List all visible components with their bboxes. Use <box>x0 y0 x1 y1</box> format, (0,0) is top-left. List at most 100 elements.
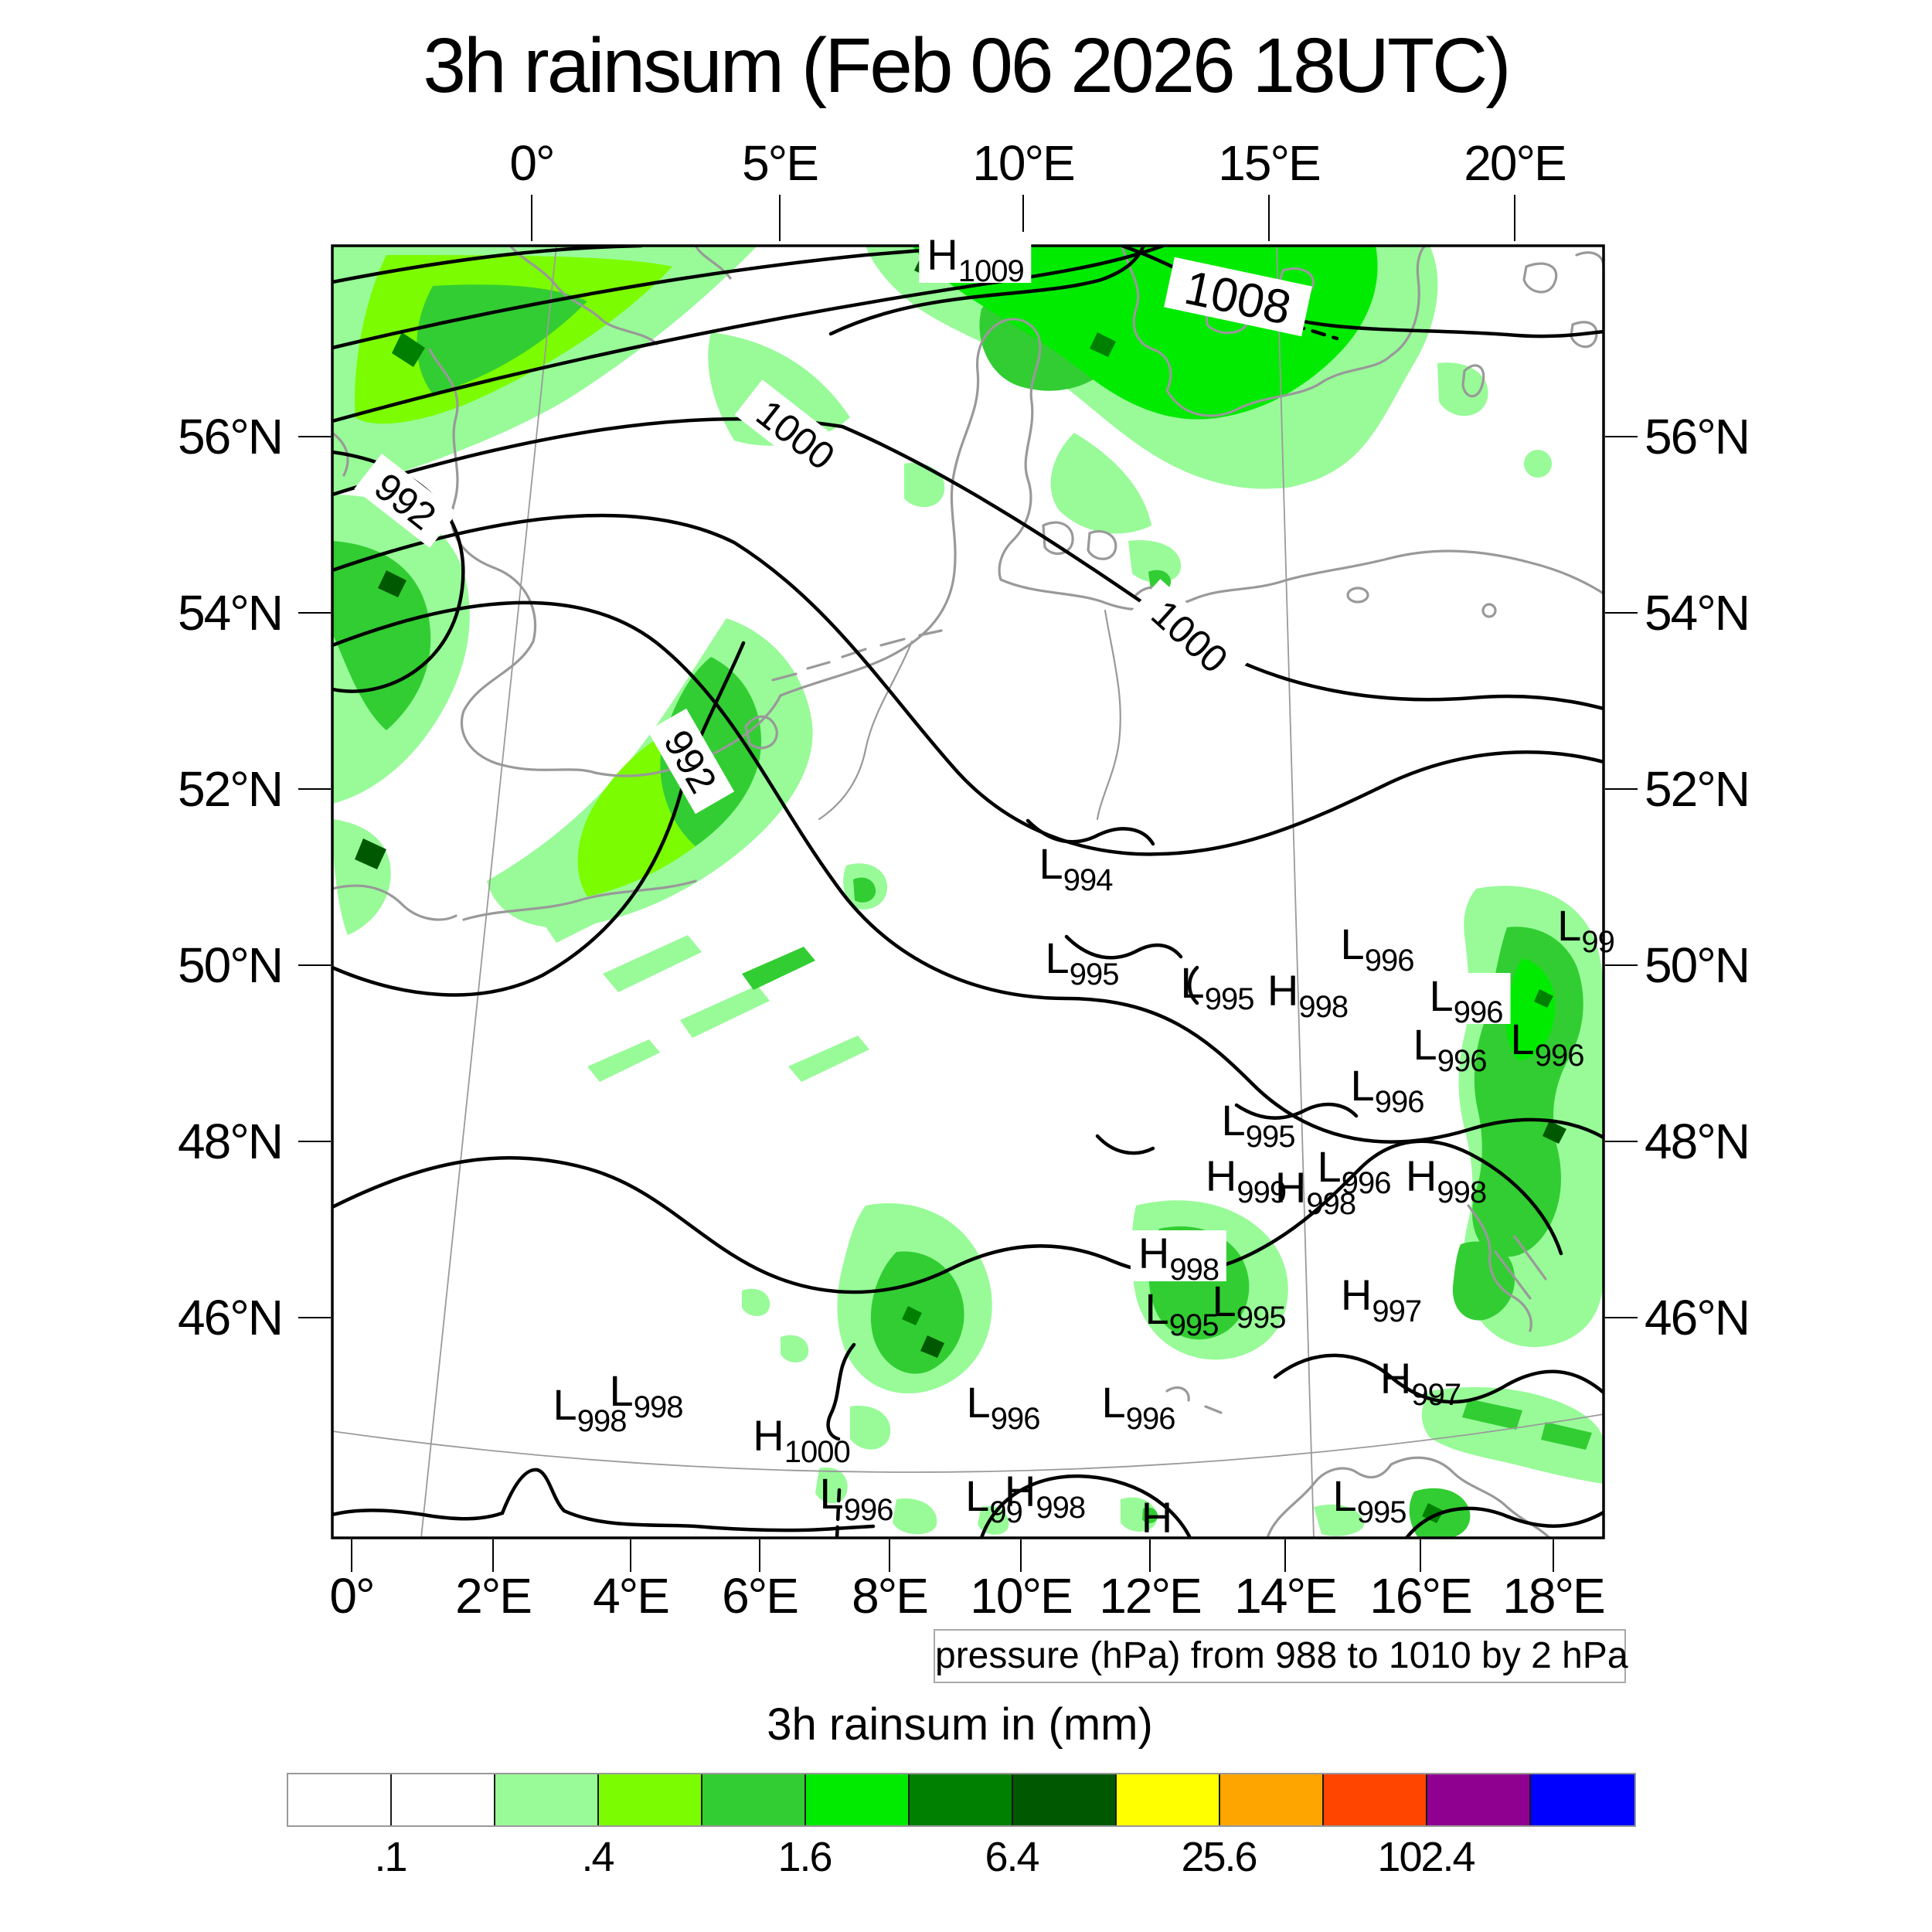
colorbar-cell <box>1117 1774 1220 1825</box>
axis-tick-top <box>1514 195 1515 241</box>
axis-tick-bottom <box>1420 1539 1421 1572</box>
axis-label-left: 48°N <box>178 1114 284 1169</box>
colorbar-cell <box>288 1774 392 1825</box>
pressure-center-label: H997 <box>1340 1270 1422 1328</box>
colorbar-tick-label: 25.6 <box>1181 1834 1257 1880</box>
axis-label-bottom: 18°E <box>1502 1568 1605 1624</box>
axis-label-right: 56°N <box>1645 409 1750 464</box>
pressure-center-label: H998 <box>1274 1163 1356 1221</box>
colorbar <box>287 1773 1636 1827</box>
colorbar-cell <box>392 1774 495 1825</box>
axis-tick-bottom <box>492 1539 494 1572</box>
colorbar-tick-label: 102.4 <box>1377 1834 1475 1880</box>
pressure-center-label: L99 <box>965 1471 1023 1529</box>
axis-tick-top <box>1022 195 1024 241</box>
axis-label-bottom: 16°E <box>1369 1568 1472 1624</box>
axis-label-right: 54°N <box>1645 585 1750 641</box>
axis-label-bottom: 10°E <box>970 1568 1073 1624</box>
pressure-legend-box: pressure (hPa) from 988 to 1010 by 2 hPa <box>934 1629 1628 1683</box>
pressure-center-label: L996 <box>1421 973 1511 1028</box>
pressure-center-label: H1009 <box>919 232 1032 287</box>
rain-field-layer <box>332 246 1604 1538</box>
axis-label-top: 20°E <box>1464 135 1566 191</box>
axis-label-left: 46°N <box>178 1290 284 1345</box>
pressure-center-label: H <box>1141 1493 1173 1542</box>
axis-tick-right <box>1605 436 1638 437</box>
colorbar-tick-label: 1.6 <box>777 1834 832 1880</box>
axis-tick-left <box>298 1317 331 1318</box>
pressure-center-label: H998 <box>1130 1230 1227 1285</box>
colorbar-tick-label: 6.4 <box>985 1834 1039 1880</box>
colorbar-cell <box>1531 1774 1634 1825</box>
parallel-line <box>332 1413 1604 1473</box>
pressure-center-label: L996 <box>1413 1020 1488 1078</box>
pressure-center-label: L994 <box>1039 839 1114 897</box>
axis-tick-right <box>1605 1317 1638 1318</box>
axis-tick-bottom <box>630 1539 631 1572</box>
pressure-center-label: L996 <box>1340 920 1415 978</box>
page-title: 3h rainsum (Feb 06 2026 18UTC) <box>423 22 1511 109</box>
meridian-line <box>1276 246 1315 1538</box>
axis-label-left: 50°N <box>178 937 284 993</box>
pressure-center-label: H999 <box>1205 1151 1287 1209</box>
pressure-center-label: H998 <box>1405 1151 1487 1209</box>
axis-label-top: 5°E <box>742 135 819 191</box>
colorbar-cell <box>599 1774 702 1825</box>
axis-label-top: 15°E <box>1218 135 1321 191</box>
axis-label-right: 50°N <box>1645 937 1750 993</box>
meridian-line <box>420 246 557 1538</box>
colorbar-cell <box>1013 1774 1117 1825</box>
axis-tick-top <box>1268 195 1270 241</box>
axis-tick-top <box>779 195 781 241</box>
colorbar-cell <box>1427 1774 1531 1825</box>
colorbar-cell <box>806 1774 910 1825</box>
colorbar-cell <box>702 1774 806 1825</box>
axis-tick-left <box>298 612 331 614</box>
colorbar-cell <box>495 1774 599 1825</box>
axis-label-right: 48°N <box>1645 1114 1750 1169</box>
axis-tick-left <box>298 788 331 790</box>
axis-tick-bottom <box>1020 1539 1022 1572</box>
axis-tick-left <box>298 1141 331 1142</box>
pressure-center-label: L995 <box>1045 934 1120 992</box>
pressure-center-label: L995 <box>1145 1284 1219 1342</box>
graticule-lines <box>332 246 1604 1538</box>
coastline-layer <box>332 246 1604 1538</box>
axis-label-bottom: 8°E <box>852 1568 929 1624</box>
pressure-legend-text: pressure (hPa) from 988 to 1010 by 2 hPa <box>935 1635 1628 1676</box>
axis-tick-bottom <box>1149 1539 1151 1572</box>
pressure-center-label: L99 <box>1557 901 1615 959</box>
axis-tick-right <box>1605 964 1638 966</box>
axis-label-left: 54°N <box>178 585 284 641</box>
axis-label-bottom: 12°E <box>1099 1568 1202 1624</box>
axis-label-bottom: 4°E <box>593 1568 670 1624</box>
pressure-center-label: L995 <box>1221 1096 1296 1154</box>
axis-label-bottom: 6°E <box>722 1568 799 1624</box>
colorbar-title: 3h rainsum in (mm) <box>767 1699 1153 1750</box>
pressure-center-label: L995 <box>1180 958 1255 1016</box>
pressure-center-label: L996 <box>966 1378 1041 1436</box>
colorbar-cell <box>1220 1774 1324 1825</box>
axis-label-bottom: 2°E <box>455 1568 532 1624</box>
colorbar-cell <box>910 1774 1013 1825</box>
pressure-center-label: L996 <box>1510 1015 1585 1073</box>
axis-tick-bottom <box>351 1539 352 1572</box>
axis-label-bottom: 0° <box>329 1568 375 1624</box>
axis-tick-bottom <box>1553 1539 1554 1572</box>
axis-tick-bottom <box>1284 1539 1286 1572</box>
pressure-center-label: H998 <box>1004 1467 1086 1525</box>
pressure-center-label: L998 <box>553 1380 628 1438</box>
colorbar-tick-label: .4 <box>581 1834 614 1880</box>
colorbar-tick-label: .1 <box>374 1834 407 1880</box>
axis-label-bottom: 14°E <box>1234 1568 1337 1624</box>
axis-tick-bottom <box>889 1539 890 1572</box>
contour-value-label: 1000 <box>1130 579 1250 693</box>
pressure-center-label: H998 <box>1267 966 1349 1024</box>
axis-label-top: 10°E <box>972 135 1075 191</box>
axis-tick-left <box>298 436 331 437</box>
axis-label-right: 46°N <box>1645 1290 1750 1345</box>
axis-label-left: 52°N <box>178 761 284 817</box>
colorbar-cell <box>1324 1774 1427 1825</box>
